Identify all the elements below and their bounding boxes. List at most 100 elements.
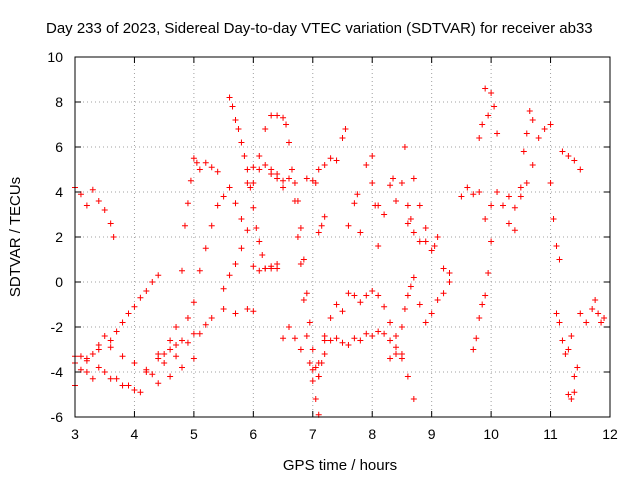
data-point — [161, 351, 168, 357]
data-point — [387, 355, 394, 362]
data-point — [476, 315, 483, 321]
data-point — [416, 238, 423, 245]
data-point — [300, 256, 307, 263]
data-point — [256, 153, 263, 159]
data-point — [179, 364, 185, 371]
data-point — [155, 355, 162, 362]
data-point — [592, 297, 599, 303]
data-point — [250, 263, 257, 270]
data-point — [214, 202, 221, 209]
data-point — [208, 315, 215, 321]
data-point — [303, 175, 310, 182]
data-point — [187, 177, 194, 184]
data-point — [416, 301, 423, 308]
data-point — [535, 135, 542, 141]
data-point — [327, 337, 334, 344]
data-point — [300, 297, 307, 303]
data-point — [354, 191, 361, 198]
data-point — [577, 166, 584, 173]
data-markers — [72, 85, 608, 418]
data-point — [173, 353, 180, 360]
data-point — [351, 292, 358, 299]
data-point — [321, 333, 328, 339]
data-point — [357, 337, 364, 344]
y-tick-label: 8 — [55, 94, 63, 110]
data-point — [294, 198, 301, 204]
data-point — [196, 166, 203, 173]
data-point — [485, 270, 492, 276]
data-point — [505, 193, 512, 200]
data-point — [333, 157, 340, 164]
data-point — [214, 168, 221, 175]
data-point — [369, 333, 376, 339]
data-point — [357, 229, 364, 236]
data-point — [250, 308, 257, 315]
data-point — [256, 166, 263, 173]
data-point — [179, 267, 185, 274]
data-point — [479, 301, 486, 308]
data-point — [369, 288, 376, 294]
data-point — [309, 346, 316, 353]
data-point — [390, 175, 397, 182]
data-point — [393, 198, 399, 204]
data-point — [220, 285, 227, 292]
x-tick-label: 4 — [131, 426, 139, 442]
data-point — [83, 357, 90, 364]
data-point — [262, 162, 269, 168]
x-tick-label: 10 — [483, 426, 499, 442]
data-point — [125, 310, 132, 317]
data-point — [464, 184, 471, 191]
data-point — [321, 351, 328, 357]
x-tick-label: 8 — [368, 426, 376, 442]
data-point — [196, 330, 203, 337]
data-point — [583, 319, 590, 326]
data-point — [601, 315, 608, 321]
data-point — [179, 337, 185, 344]
data-point — [274, 261, 281, 267]
data-point — [568, 396, 575, 402]
data-point — [238, 139, 245, 146]
data-point — [244, 166, 251, 173]
data-point — [208, 164, 215, 171]
data-point — [291, 335, 298, 342]
data-point — [208, 222, 215, 229]
data-point — [517, 184, 524, 191]
data-point — [95, 346, 102, 353]
data-point — [431, 243, 438, 249]
data-point — [398, 180, 405, 186]
y-tick-label: -6 — [51, 409, 64, 425]
data-point — [95, 198, 102, 204]
data-point — [488, 90, 495, 96]
data-point — [511, 204, 518, 211]
data-point — [598, 319, 605, 326]
data-point — [422, 319, 429, 326]
data-point — [226, 272, 233, 279]
data-point — [351, 335, 358, 342]
data-point — [274, 171, 281, 177]
data-point — [440, 265, 447, 272]
data-point — [167, 337, 174, 344]
data-point — [202, 321, 209, 328]
data-point — [309, 366, 316, 373]
data-point — [297, 261, 304, 267]
data-point — [259, 252, 266, 258]
data-point — [226, 94, 233, 101]
data-point — [286, 324, 292, 330]
data-point — [505, 220, 512, 227]
data-point — [107, 344, 114, 351]
data-point — [553, 310, 560, 317]
grid-lines — [75, 57, 610, 417]
data-point — [250, 164, 257, 171]
data-point — [303, 290, 310, 297]
data-point — [476, 189, 483, 195]
data-point — [107, 337, 114, 344]
data-point — [167, 373, 174, 380]
data-point — [190, 355, 197, 362]
data-point — [173, 324, 180, 330]
data-point — [571, 373, 578, 380]
data-point — [244, 306, 251, 312]
data-point — [387, 182, 394, 189]
y-axis-label: SDTVAR / TECUs — [7, 177, 24, 297]
x-tick-label: 9 — [428, 426, 436, 442]
